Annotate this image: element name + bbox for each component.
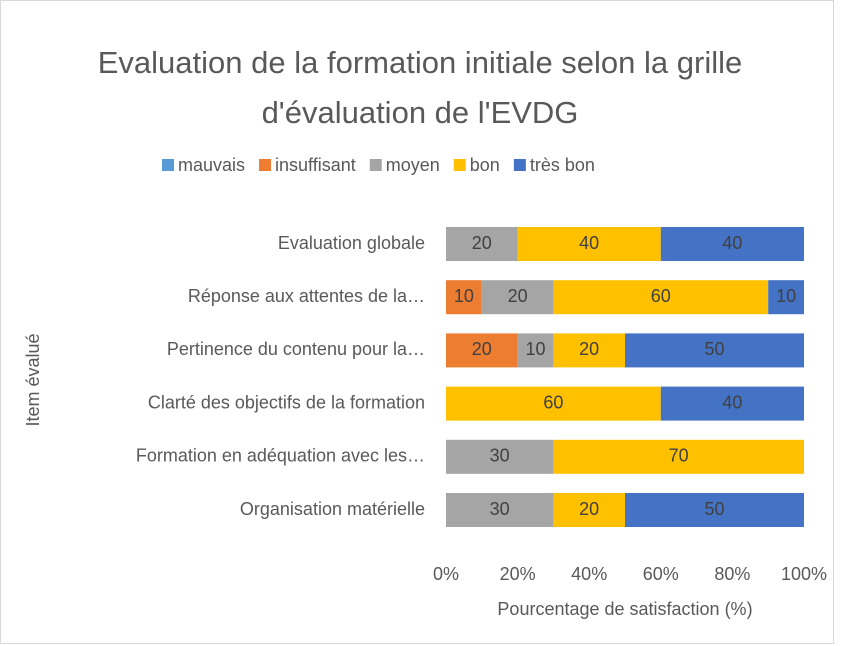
legend-label: mauvais: [178, 155, 245, 175]
x-tick-label: 0%: [433, 564, 459, 584]
bar-segment: [768, 280, 804, 315]
data-label: 40: [722, 392, 742, 412]
x-tick-label: 60%: [643, 564, 679, 584]
bar-segment: [446, 280, 482, 315]
bar-segment: [446, 439, 554, 474]
y-tick-label: Pertinence du contenu pour la…: [167, 339, 425, 359]
data-label: 10: [525, 339, 545, 359]
data-label: 30: [490, 446, 510, 466]
data-label: 10: [776, 286, 796, 306]
x-tick-label: 20%: [500, 564, 536, 584]
bar-segment: [446, 386, 661, 421]
data-label: 40: [579, 233, 599, 253]
y-tick-label: Formation en adéquation avec les…: [136, 446, 425, 466]
data-label: 20: [472, 233, 492, 253]
legend-swatch: [259, 159, 272, 171]
bar-segment: [517, 227, 661, 261]
x-axis-title: Pourcentage de satisfaction (%): [497, 599, 752, 619]
y-tick-label: Organisation matérielle: [240, 499, 425, 519]
data-label: 50: [704, 499, 724, 519]
legend-label: insuffisant: [275, 155, 356, 175]
y-tick-label: Clarté des objectifs de la formation: [148, 392, 425, 412]
data-label: 60: [651, 286, 671, 306]
legend-label: bon: [470, 155, 500, 175]
bar-segment: [553, 439, 804, 474]
chart-title: Evaluation de la formation initiale selo…: [97, 45, 743, 130]
legend-label: très bon: [530, 155, 595, 175]
bar-segment: [660, 227, 804, 261]
x-tick-label: 80%: [714, 564, 750, 584]
bar-segment: [553, 493, 625, 527]
legend-swatch: [453, 159, 466, 171]
legend-swatch: [369, 159, 382, 171]
y-tick-label: Evaluation globale: [278, 233, 425, 253]
data-label: 20: [579, 339, 599, 359]
y-tick-label: Réponse aux attentes de la…: [188, 286, 425, 306]
bar-segment: [446, 493, 554, 527]
data-label: 30: [490, 499, 510, 519]
bar-segment: [625, 493, 804, 527]
bar-segment: [553, 280, 769, 315]
data-label: 10: [454, 286, 474, 306]
bar-segment: [553, 333, 625, 368]
legend-label: moyen: [386, 155, 440, 175]
bar-segment: [625, 333, 804, 368]
data-label: 50: [704, 339, 724, 359]
bar-segment: [446, 227, 518, 261]
legend-swatch: [162, 159, 174, 171]
legend-swatch: [513, 159, 526, 171]
x-tick-label: 100%: [781, 564, 827, 584]
data-label: 70: [669, 446, 689, 466]
x-tick-label: 40%: [571, 564, 607, 584]
bar-segment: [660, 386, 804, 421]
data-label: 20: [508, 286, 528, 306]
bar-segment: [481, 280, 554, 315]
data-label: 60: [543, 392, 563, 412]
data-label: 20: [472, 339, 492, 359]
data-label: 40: [722, 233, 742, 253]
bar-segment: [446, 333, 518, 368]
bar-segment: [517, 333, 554, 368]
y-axis-title: Item évalué: [23, 333, 43, 426]
data-label: 20: [579, 499, 599, 519]
